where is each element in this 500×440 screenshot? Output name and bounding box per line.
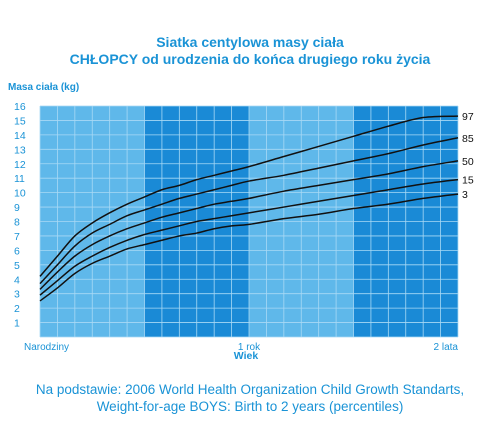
series-label-97: 97 xyxy=(462,111,474,123)
centile-curve-85 xyxy=(39,137,459,285)
y-tick-label: 7 xyxy=(14,231,20,243)
centile-curve-50 xyxy=(39,160,459,290)
centile-curve-3 xyxy=(39,193,459,302)
x-tick-label: 1 rok xyxy=(238,342,261,353)
source-caption-line1: Na podstawie: 2006 World Health Organiza… xyxy=(35,382,465,397)
y-axis-label: Masa ciała (kg) xyxy=(8,82,80,93)
y-tick-label: 4 xyxy=(14,274,20,286)
y-tick-label: 9 xyxy=(14,202,20,214)
y-tick-label: 12 xyxy=(14,159,26,171)
y-tick-label: 1 xyxy=(14,318,20,330)
x-axis-label: Wiek xyxy=(234,350,259,362)
series-label-3: 3 xyxy=(462,189,468,201)
x-tick-label: Narodziny xyxy=(24,342,69,353)
y-tick-label: 5 xyxy=(14,260,20,272)
series-label-50: 50 xyxy=(462,156,474,168)
y-tick-label: 14 xyxy=(14,130,26,142)
series-label-15: 15 xyxy=(462,175,474,187)
x-tick-label: 2 lata xyxy=(434,342,459,353)
y-tick-label: 2 xyxy=(14,303,20,315)
centile-curves xyxy=(39,115,459,302)
series-labels: 3 15 50 85 97 xyxy=(462,111,474,201)
chart-title: Siatka centylowa masy ciała xyxy=(156,34,344,50)
y-tick-label: 13 xyxy=(14,144,26,156)
y-tick-label: 11 xyxy=(14,173,25,185)
x-tick-labels: Narodziny 1 rok 2 lata xyxy=(24,342,458,353)
y-tick-label: 6 xyxy=(14,245,20,257)
y-tick-label: 15 xyxy=(14,115,26,127)
series-label-85: 85 xyxy=(462,133,474,145)
y-tick-label: 3 xyxy=(14,289,20,301)
y-tick-label: 8 xyxy=(14,217,20,229)
centile-curve-15 xyxy=(39,178,459,296)
centile-curve-97 xyxy=(39,115,459,277)
chart-subtitle: CHŁOPCY od urodzenia do końca drugiego r… xyxy=(69,51,431,67)
y-tick-label: 16 xyxy=(14,101,26,113)
source-caption-line2: Weight-for-age BOYS: Birth to 2 years (p… xyxy=(96,399,404,414)
y-tick-label: 10 xyxy=(14,188,26,200)
